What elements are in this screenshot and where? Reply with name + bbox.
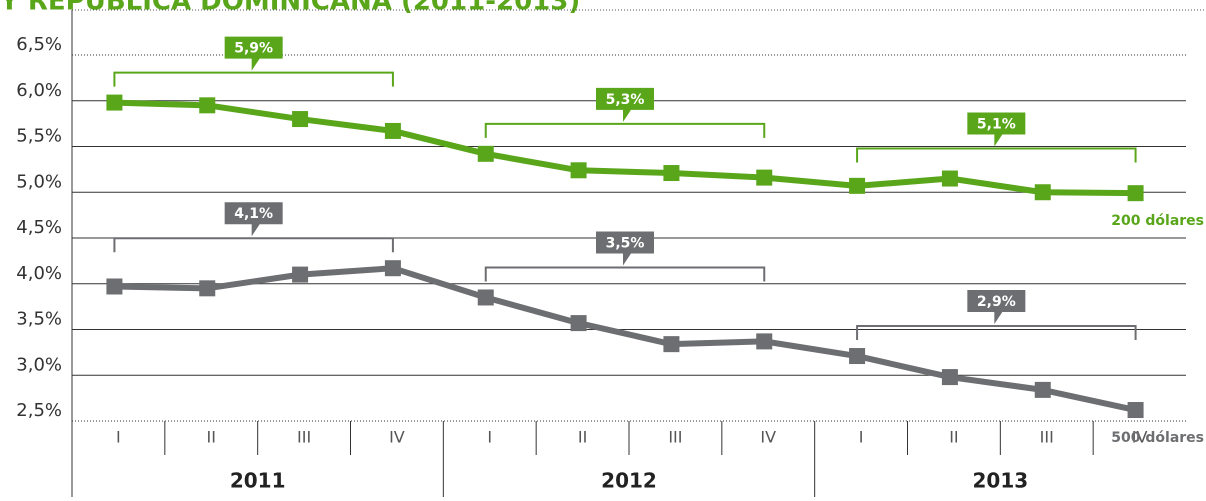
- point: [663, 336, 680, 353]
- point: [1127, 185, 1144, 202]
- average-label: 5,9%: [234, 41, 273, 57]
- point: [570, 315, 587, 332]
- point: [1127, 402, 1144, 419]
- chart-title: Y REPÚBLICA DOMINICANA (2011-2013): [0, 0, 580, 17]
- point: [199, 280, 216, 297]
- point: [106, 278, 123, 295]
- average-label: 5,1%: [977, 117, 1016, 133]
- x-tick-label: III: [1040, 428, 1054, 447]
- x-tick-label: III: [668, 428, 682, 447]
- average-label: 5,3%: [606, 92, 645, 108]
- average-callout: [224, 202, 283, 237]
- x-tick-label: II: [578, 428, 587, 447]
- average-bracket: [113, 237, 394, 253]
- point: [477, 145, 494, 162]
- point: [849, 348, 866, 365]
- average-bracket: [113, 71, 394, 87]
- point: [756, 333, 773, 350]
- point: [1034, 381, 1051, 398]
- x-tick-label: II: [949, 428, 958, 447]
- x-tick-label: III: [297, 428, 311, 447]
- series-line: [114, 265, 1137, 413]
- point: [570, 162, 587, 179]
- y-tick-label: 6,5%: [16, 34, 62, 55]
- average-label: 2,9%: [977, 294, 1016, 310]
- average-callout: [596, 87, 654, 122]
- point: [384, 122, 401, 139]
- x-tick-label: I: [487, 428, 492, 447]
- year-label: 2012: [601, 469, 657, 493]
- y-tick-label: 3,5%: [16, 309, 62, 330]
- point: [292, 266, 309, 283]
- point: [849, 177, 866, 194]
- x-tick-label: IV: [760, 428, 776, 447]
- y-tick-label: 2,5%: [16, 400, 62, 421]
- average-label: 4,1%: [234, 206, 273, 222]
- point: [292, 111, 309, 128]
- point: [199, 97, 216, 114]
- x-tick-label: IV: [389, 428, 405, 447]
- year-label: 2011: [230, 469, 286, 493]
- average-callout: [967, 112, 1026, 147]
- point: [384, 260, 401, 277]
- point: [941, 170, 958, 187]
- y-tick-label: 3,0%: [16, 354, 62, 375]
- point: [106, 94, 123, 111]
- y-tick-label: 5,5%: [16, 126, 62, 147]
- average-bracket: [856, 147, 1137, 163]
- average-bracket: [484, 122, 766, 138]
- point: [756, 169, 773, 186]
- point: [663, 165, 680, 182]
- point: [477, 289, 494, 306]
- point: [941, 369, 958, 386]
- y-tick-label: 5,0%: [16, 171, 62, 192]
- average-callout: [596, 231, 654, 266]
- x-tick-label: IV: [1132, 428, 1148, 447]
- x-tick-label: I: [859, 428, 864, 447]
- average-label: 3,5%: [606, 235, 645, 251]
- series-label: 500 dólares: [1111, 430, 1204, 446]
- average-callout: [224, 36, 283, 71]
- average-bracket: [856, 325, 1137, 341]
- year-label: 2013: [972, 469, 1028, 493]
- series-label: 200 dólares: [1111, 213, 1204, 229]
- point: [1034, 184, 1051, 201]
- average-bracket: [484, 266, 766, 282]
- y-tick-label: 4,0%: [16, 263, 62, 284]
- y-tick-label: 4,5%: [16, 217, 62, 238]
- x-tick-label: I: [116, 428, 121, 447]
- series-line: [114, 99, 1136, 197]
- x-tick-label: II: [207, 428, 216, 447]
- average-callout: [967, 290, 1026, 325]
- y-tick-label: 6,0%: [16, 80, 62, 101]
